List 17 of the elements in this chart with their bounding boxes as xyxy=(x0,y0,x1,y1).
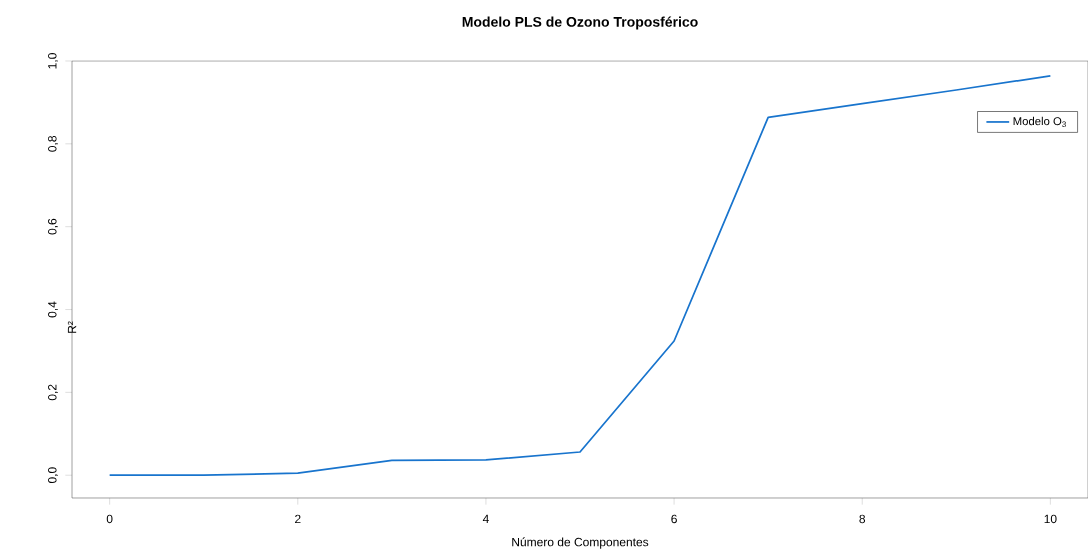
legend-label: Modelo O$_{3}$ xyxy=(1013,116,1066,128)
y-tick-label: 1,0 xyxy=(48,53,58,69)
y-tick-label: 0,8 xyxy=(48,136,58,152)
x-tick-label: 10 xyxy=(1044,514,1057,524)
x-tick-label: 8 xyxy=(859,514,866,524)
y-tick-label: 0,0 xyxy=(48,467,58,484)
x-tick-label: 4 xyxy=(482,514,489,523)
y-axis-title: R² xyxy=(67,321,77,333)
x-tick-label: 6 xyxy=(671,514,677,524)
x-axis-title: Número de Componentes xyxy=(512,537,649,549)
y-tick-label: 0,4 xyxy=(48,301,58,318)
y-tick-label: 0,2 xyxy=(48,384,58,401)
y-tick-label: 0,6 xyxy=(48,218,58,235)
x-tick-label: 0 xyxy=(106,514,113,524)
x-tick-label: 2 xyxy=(295,514,301,524)
chart-title: Modelo PLS de Ozono Troposférico xyxy=(462,16,698,30)
line-series xyxy=(108,75,1052,477)
